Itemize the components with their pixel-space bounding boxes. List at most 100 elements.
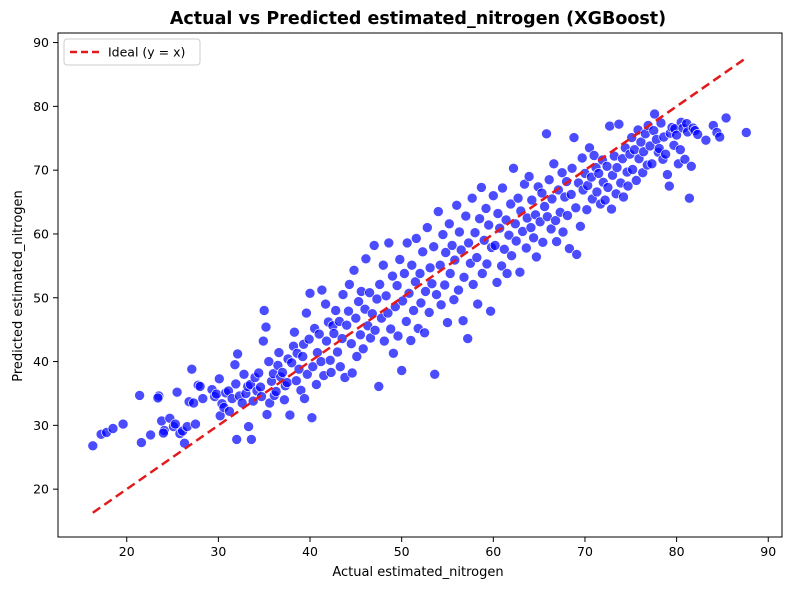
scatter-point [332, 346, 343, 358]
scatter-point [444, 268, 456, 279]
scatter-point [304, 287, 316, 299]
scatter-point [531, 251, 542, 263]
scatter-point [368, 240, 380, 251]
scatter-point [568, 132, 580, 143]
x-tick-label: 90 [760, 544, 776, 559]
scatter-point [510, 235, 522, 247]
scatter-point [501, 268, 513, 279]
scatter-point [462, 333, 474, 344]
scatter-point [401, 237, 413, 249]
scatter-point [648, 125, 660, 136]
scatter-point [396, 365, 408, 376]
scatter-point [346, 367, 358, 379]
scatter-point [472, 298, 484, 310]
ideal-line [92, 56, 747, 514]
scatter-point [440, 247, 452, 258]
scatter-point [87, 440, 99, 452]
scatter-point [117, 418, 129, 430]
scatter-point [523, 171, 535, 182]
scatter-point [474, 213, 485, 224]
scatter-point [415, 297, 427, 309]
scatter-point [369, 324, 381, 336]
scatter-point [528, 232, 539, 244]
scatter-point [489, 240, 501, 251]
y-tick-label: 80 [33, 99, 49, 114]
x-tick-label: 20 [119, 544, 135, 559]
scatter-point [546, 193, 558, 205]
scatter-point [439, 279, 451, 291]
scatter-point [238, 368, 250, 380]
scatter-point [279, 394, 290, 406]
scatter-point [350, 312, 362, 324]
scatter-point [576, 152, 588, 164]
scatter-point [541, 128, 552, 140]
scatter-point [627, 164, 638, 175]
scatter-point [406, 259, 418, 271]
scatter-point [700, 134, 712, 146]
scatter-point [551, 236, 562, 247]
scatter-point [679, 154, 691, 165]
plot-frame [57, 32, 783, 538]
scatter-point [602, 182, 614, 193]
scatter-point [299, 393, 310, 404]
scatter-point [388, 347, 399, 359]
scatter-point [263, 356, 275, 367]
scatter-point [334, 361, 346, 373]
scatter-point [232, 348, 243, 360]
scatter-point [414, 268, 426, 279]
scatter-point [565, 189, 577, 200]
scatter-point [432, 206, 444, 217]
scatter-point [520, 242, 532, 254]
scatter-point [428, 241, 440, 252]
scatter-point [392, 330, 404, 342]
scatter-point [405, 335, 417, 346]
scatter-point [476, 268, 488, 279]
scatter-point [497, 182, 508, 194]
scatter-point [253, 367, 265, 379]
scatter-point [424, 262, 436, 274]
scatter-point [360, 253, 372, 265]
scatter-point [671, 129, 682, 141]
scatter-point [190, 418, 201, 430]
legend-box [63, 38, 201, 66]
scatter-point [720, 112, 732, 124]
scatter-point [442, 317, 453, 328]
scatter-point [145, 429, 156, 441]
x-tick-label: 60 [485, 544, 501, 559]
scatter-point [188, 397, 199, 409]
scatter-point [383, 237, 395, 249]
scatter-point [136, 437, 147, 448]
scatter-point [481, 258, 493, 270]
scatter-point [630, 175, 642, 186]
scatter-point [491, 277, 503, 288]
scatter-point [537, 237, 549, 248]
x-axis-label: Actual estimated_nitrogen [332, 565, 503, 580]
y-tick-label: 20 [33, 482, 49, 497]
scatter-point [261, 409, 273, 420]
scatter-point [660, 148, 671, 160]
scatter-point [662, 169, 673, 180]
scatter-point [152, 392, 164, 404]
scatter-point [740, 127, 752, 138]
scatter-point [357, 343, 369, 355]
scatter-point [107, 423, 119, 434]
scatter-point [591, 186, 603, 198]
scatter-point [426, 278, 438, 290]
scatter-point [297, 351, 309, 362]
scatter-point [606, 203, 617, 215]
x-tick-label: 70 [577, 544, 593, 559]
scatter-point [171, 386, 183, 398]
scatter-point [246, 434, 257, 445]
scatter-point [408, 305, 419, 316]
scatter-point [593, 168, 605, 179]
scatter-point [380, 290, 392, 302]
scatter-point [714, 131, 726, 143]
scatter-point [419, 327, 430, 339]
scatter-point [570, 202, 582, 214]
scatter-point [498, 244, 510, 255]
scatter-point [457, 315, 469, 327]
scatter-point [277, 367, 288, 378]
scatter-point [562, 210, 573, 221]
scatter-point [505, 198, 517, 210]
